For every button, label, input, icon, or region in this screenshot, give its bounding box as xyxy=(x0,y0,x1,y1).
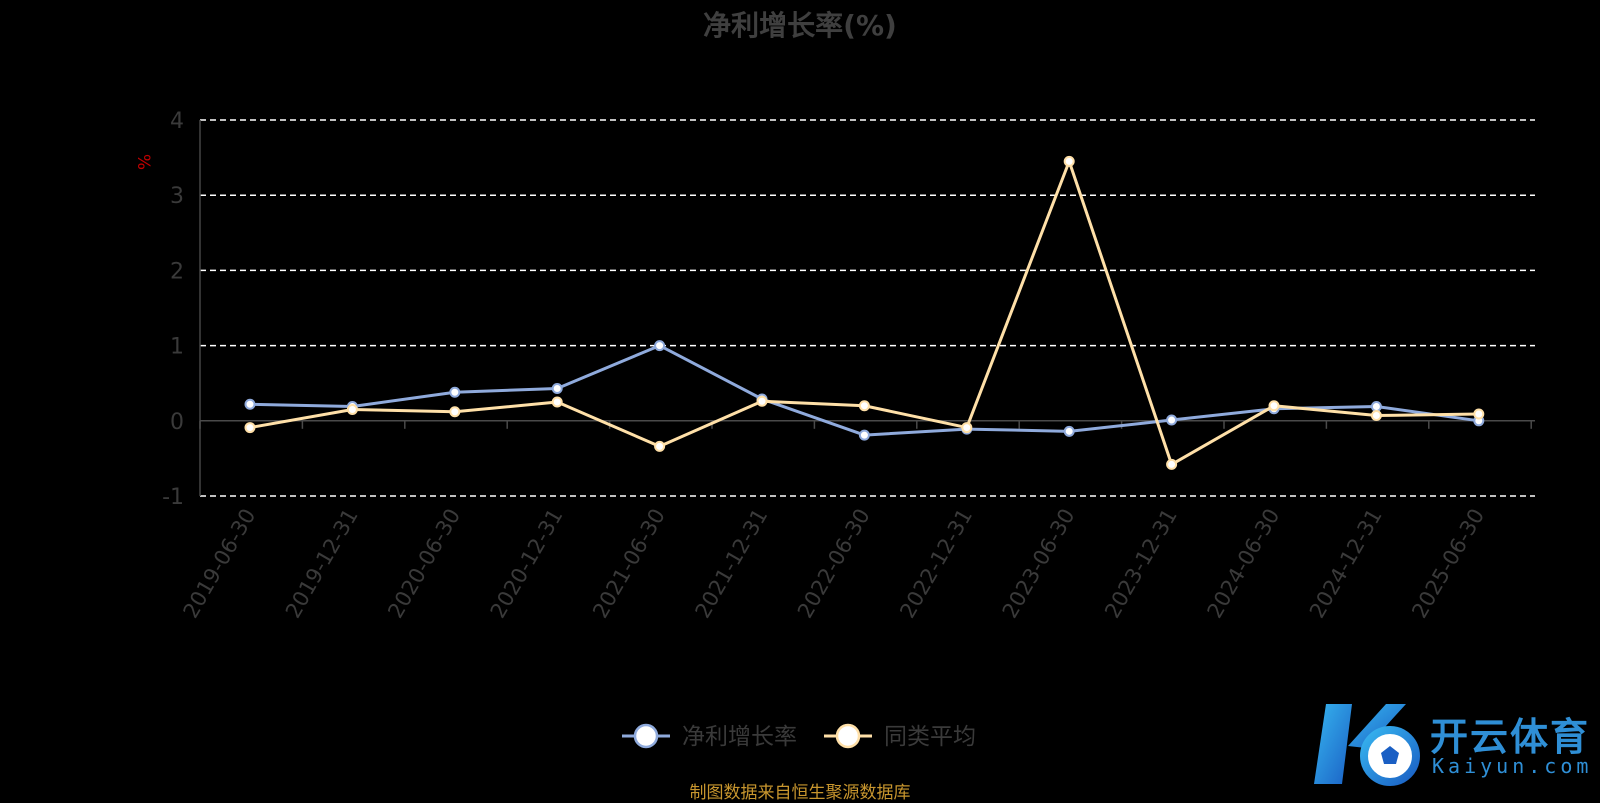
data-point xyxy=(346,404,358,416)
y-tick-label: 4 xyxy=(170,109,184,134)
x-tick-label: 2020-06-30 xyxy=(383,505,465,623)
data-point xyxy=(858,429,870,441)
data-point xyxy=(449,406,461,418)
x-tick-label: 2019-06-30 xyxy=(179,505,261,623)
x-tick-label: 2020-12-31 xyxy=(486,505,568,623)
y-tick-label: 0 xyxy=(170,410,184,435)
data-point xyxy=(1063,155,1075,167)
x-tick-label: 2023-12-31 xyxy=(1100,505,1182,623)
x-tick-label: 2024-12-31 xyxy=(1305,505,1387,623)
legend-marker-0 xyxy=(633,723,659,749)
x-tick-label: 2021-12-31 xyxy=(691,505,773,623)
x-tick-label: 2023-06-30 xyxy=(998,505,1080,623)
data-point xyxy=(858,400,870,412)
x-tick-label: 2019-12-31 xyxy=(281,505,363,623)
legend-label-0: 净利增长率 xyxy=(682,724,797,750)
logo-en-text: Kaiyun.com xyxy=(1432,754,1593,778)
data-point xyxy=(961,422,973,434)
kaiyun-ball-icon xyxy=(1314,704,1420,786)
y-tick-label: 3 xyxy=(170,184,184,209)
kaiyun-logo: 开云体育 Kaiyun.com xyxy=(1308,696,1598,792)
chart-title: 净利增长率(%) xyxy=(703,9,897,42)
series-line-1 xyxy=(249,159,1479,466)
source-note: 制图数据来自恒生聚源数据库 xyxy=(689,783,911,803)
data-point xyxy=(551,382,563,394)
data-point xyxy=(551,396,563,408)
data-point xyxy=(244,422,256,434)
y-tick-label: 1 xyxy=(170,335,184,360)
data-point xyxy=(1473,408,1485,420)
data-point xyxy=(1268,400,1280,412)
data-point xyxy=(654,440,666,452)
x-tick-label: 2024-06-30 xyxy=(1203,505,1285,623)
x-tick-label: 2022-06-30 xyxy=(793,505,875,623)
logo-cn-text: 开云体育 xyxy=(1430,715,1591,759)
data-point xyxy=(1166,458,1178,470)
data-point xyxy=(1370,410,1382,422)
x-tick-label: 2025-06-30 xyxy=(1407,505,1489,623)
x-tick-label: 2022-12-31 xyxy=(895,505,977,623)
data-point xyxy=(449,386,461,398)
data-point xyxy=(244,398,256,410)
data-point xyxy=(1370,401,1382,413)
data-point xyxy=(1166,414,1178,426)
legend-label-1: 同类平均 xyxy=(884,724,976,750)
y-tick-label: -1 xyxy=(162,485,184,510)
data-point xyxy=(756,395,768,407)
data-point xyxy=(1063,425,1075,437)
x-tick-label: 2021-06-30 xyxy=(588,505,670,623)
y-tick-label: 2 xyxy=(170,259,184,284)
data-point xyxy=(654,340,666,352)
series-line-0 xyxy=(249,344,1480,437)
legend-marker-1 xyxy=(835,723,861,749)
y-axis-label: % xyxy=(133,154,153,170)
